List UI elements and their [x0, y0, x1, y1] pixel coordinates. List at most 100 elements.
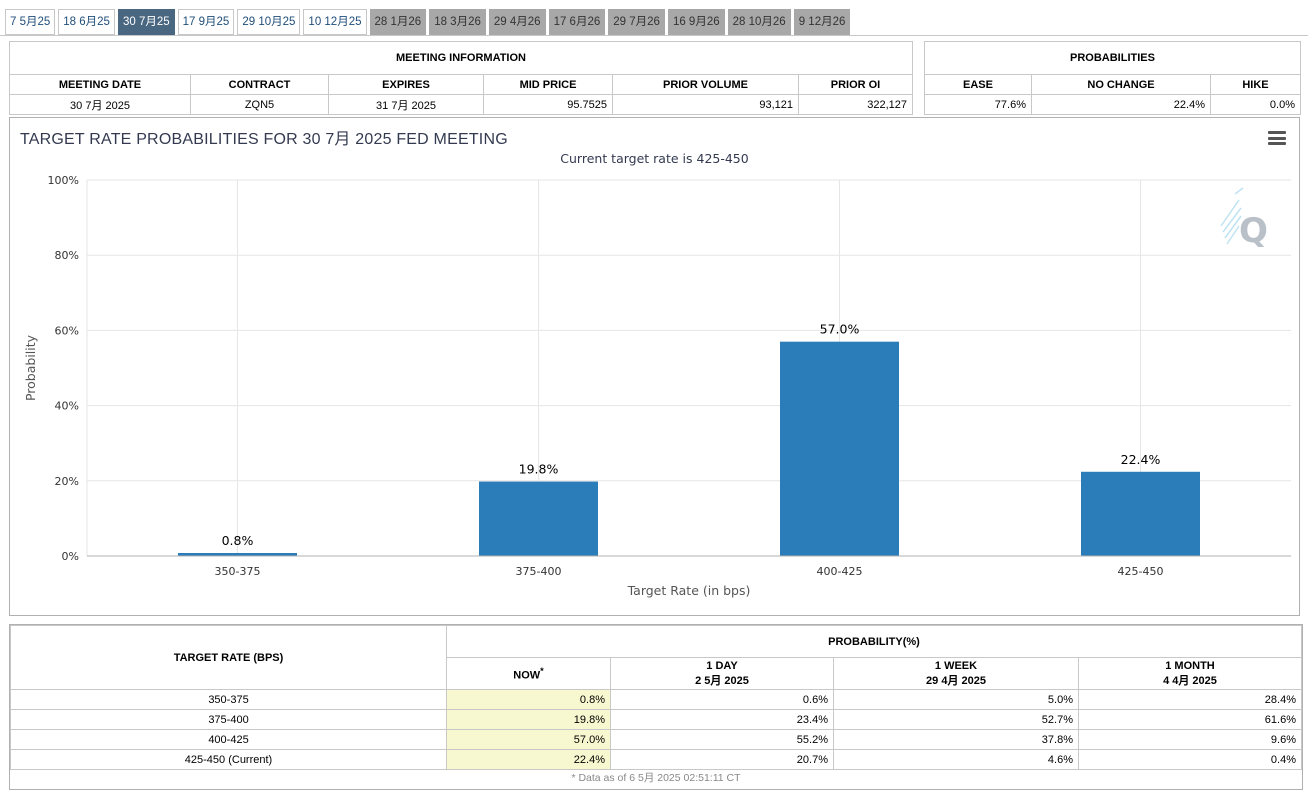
table-row: 425-450 (Current) 22.4% 20.7% 4.6% 0.4% [10, 749, 1302, 770]
target-rate-cell: 350-375 [10, 689, 447, 710]
hike-value: 0.0% [1210, 94, 1301, 115]
one-day-probability-cell: 20.7% [610, 749, 834, 770]
tab-meeting-2[interactable]: 30 7月25 [117, 9, 175, 35]
one-day-probability-cell: 23.4% [610, 709, 834, 730]
now-probability-cell: 19.8% [446, 709, 611, 730]
expires-header: EXPIRES [328, 74, 484, 95]
prior-oi-value: 322,127 [798, 94, 913, 115]
bar-375-400 [479, 481, 598, 556]
meeting-information-title: MEETING INFORMATION [9, 41, 913, 75]
one-week-probability-cell: 4.6% [833, 749, 1079, 770]
ease-header: EASE [924, 74, 1032, 95]
svg-text:Q: Q [1239, 211, 1268, 251]
one-week-label: 1 WEEK [934, 659, 978, 672]
quikstrike-q-logo-icon: Q [1220, 187, 1268, 251]
table-row: 400-425 57.0% 55.2% 37.8% 9.6% [10, 729, 1302, 750]
one-day-label: 1 DAY [706, 659, 738, 672]
one-week-probability-cell: 5.0% [833, 689, 1079, 710]
tab-meeting-10[interactable]: 29 7月26 [608, 9, 665, 35]
x-axis-title: Target Rate (in bps) [627, 583, 751, 598]
target-rate-chart: 0% 20% 40% 60% 80% 100% 0.8% 350-375 19.8% 375-40… [9, 117, 1300, 616]
y-tick-label: 60% [55, 324, 79, 337]
contract-header: CONTRACT [190, 74, 329, 95]
one-month-date: 4 4月 2025 [1163, 674, 1217, 687]
y-axis-title: Probability [23, 334, 38, 401]
one-month-probability-cell: 28.4% [1078, 689, 1302, 710]
x-tick-label: 425-450 [1118, 565, 1164, 578]
mid-price-header: MID PRICE [483, 74, 613, 95]
target-rate-header: TARGET RATE (BPS) [10, 625, 447, 690]
probability-history-panel: TARGET RATE (BPS) PROBABILITY(%) NOW* 1 … [9, 624, 1303, 790]
now-column-header: NOW* [446, 657, 611, 690]
probabilities-summary-table: PROBABILITIES EASE NO CHANGE HIKE 77.6% … [924, 41, 1301, 115]
x-tick-label: 375-400 [516, 565, 562, 578]
x-tick-label: 350-375 [215, 565, 261, 578]
prior-volume-header: PRIOR VOLUME [612, 74, 799, 95]
one-week-probability-cell: 37.8% [833, 729, 1079, 750]
tab-meeting-6[interactable]: 28 1月26 [369, 9, 427, 35]
meeting-information-table: MEETING INFORMATION MEETING DATE CONTRAC… [9, 41, 913, 115]
tab-meeting-12[interactable]: 28 10月26 [727, 9, 791, 35]
data-label: 0.8% [222, 533, 254, 548]
contract-value: ZQN5 [190, 94, 329, 115]
now-probability-cell: 0.8% [446, 689, 611, 710]
one-month-label: 1 MONTH [1165, 659, 1215, 672]
bar-400-425 [780, 341, 899, 556]
data-label: 57.0% [820, 322, 860, 337]
tab-meeting-13[interactable]: 9 12月26 [793, 9, 851, 35]
y-tick-label: 80% [55, 249, 79, 262]
tab-meeting-8[interactable]: 29 4月26 [488, 9, 546, 35]
one-week-column-header: 1 WEEK 29 4月 2025 [833, 657, 1079, 690]
no-change-value: 22.4% [1031, 94, 1211, 115]
y-tick-label: 0% [62, 550, 79, 563]
prior-oi-header: PRIOR OI [798, 74, 913, 95]
meeting-date-tabs: 7 5月25 18 6月25 30 7月25 17 9月25 29 10月25 10 12… [5, 9, 851, 35]
tab-meeting-7[interactable]: 18 3月26 [429, 9, 486, 35]
probabilities-title: PROBABILITIES [924, 41, 1301, 75]
one-week-probability-cell: 52.7% [833, 709, 1079, 730]
meeting-date-value: 30 7月 2025 [9, 94, 191, 115]
prior-volume-value: 93,121 [612, 94, 799, 115]
now-label: NOW [513, 669, 541, 682]
chart-subtitle: Current target rate is 425-450 [560, 151, 749, 166]
one-day-column-header: 1 DAY 2 5月 2025 [610, 657, 834, 690]
now-probability-cell: 22.4% [446, 749, 611, 770]
tab-meeting-9[interactable]: 17 6月26 [548, 9, 606, 35]
tab-meeting-3[interactable]: 17 9月25 [177, 9, 235, 35]
one-month-probability-cell: 0.4% [1078, 749, 1302, 770]
chart-plot: 0% 20% 40% 60% 80% 100% 0.8% 350-375 19.8% 375-40… [23, 174, 1291, 598]
one-week-date: 29 4月 2025 [926, 674, 986, 687]
table-row: 375-400 19.8% 23.4% 52.7% 61.6% [10, 709, 1302, 730]
mid-price-value: 95.7525 [483, 94, 613, 115]
bar-425-450 [1081, 471, 1200, 556]
one-day-probability-cell: 0.6% [610, 689, 834, 710]
tab-meeting-0[interactable]: 7 5月25 [5, 9, 56, 35]
data-label: 19.8% [519, 462, 559, 477]
y-tick-label: 40% [55, 400, 79, 413]
tabs-divider [0, 35, 1308, 36]
probability-group-header: PROBABILITY(%) [446, 625, 1302, 658]
one-day-date: 2 5月 2025 [695, 674, 749, 687]
chart-title: TARGET RATE PROBABILITIES FOR 30 7月 2025… [20, 131, 508, 148]
target-rate-cell: 400-425 [10, 729, 447, 750]
one-month-probability-cell: 9.6% [1078, 729, 1302, 750]
ease-value: 77.6% [924, 94, 1032, 115]
tab-meeting-5[interactable]: 10 12月25 [303, 9, 367, 35]
target-rate-cell: 375-400 [10, 709, 447, 730]
now-footnote-mark: * [540, 665, 544, 676]
hamburger-menu-icon[interactable] [1268, 131, 1286, 145]
one-month-probability-cell: 61.6% [1078, 709, 1302, 730]
tab-meeting-1[interactable]: 18 6月25 [58, 9, 115, 35]
data-label: 22.4% [1121, 452, 1161, 467]
table-row: 350-375 0.8% 0.6% 5.0% 28.4% [10, 689, 1302, 710]
y-tick-label: 20% [55, 475, 79, 488]
hike-header: HIKE [1210, 74, 1301, 95]
tab-meeting-4[interactable]: 29 10月25 [237, 9, 301, 35]
bar-350-375 [178, 552, 297, 556]
expires-value: 31 7月 2025 [328, 94, 484, 115]
tab-meeting-11[interactable]: 16 9月26 [667, 9, 725, 35]
data-timestamp-footnote: * Data as of 6 5月 2025 02:51:11 CT [571, 772, 741, 784]
target-rate-cell: 425-450 (Current) [10, 749, 447, 770]
now-probability-cell: 57.0% [446, 729, 611, 750]
no-change-header: NO CHANGE [1031, 74, 1211, 95]
